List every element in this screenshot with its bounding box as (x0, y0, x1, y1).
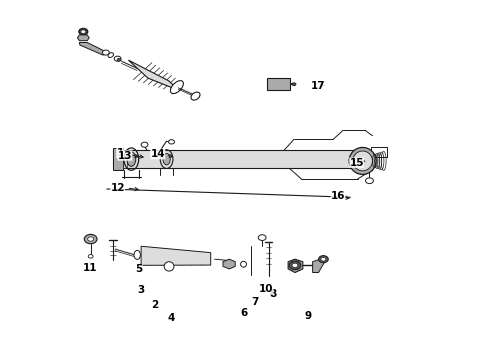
Text: 2: 2 (151, 300, 158, 310)
Text: 16: 16 (331, 191, 345, 201)
Bar (267, 78, 290, 90)
Circle shape (292, 83, 296, 86)
Circle shape (117, 58, 121, 61)
Text: 5: 5 (135, 264, 142, 274)
Polygon shape (288, 259, 303, 273)
Circle shape (88, 237, 94, 241)
Text: 1: 1 (117, 148, 123, 158)
Polygon shape (141, 246, 211, 265)
Text: 9: 9 (304, 311, 311, 321)
Text: 10: 10 (259, 284, 273, 294)
Circle shape (289, 261, 301, 270)
Text: 8: 8 (270, 289, 277, 300)
Text: 3: 3 (138, 285, 145, 295)
Circle shape (258, 235, 266, 240)
Ellipse shape (241, 261, 246, 267)
Text: 12: 12 (110, 183, 125, 193)
Circle shape (366, 178, 373, 184)
Ellipse shape (134, 251, 140, 259)
Circle shape (321, 257, 326, 261)
Circle shape (114, 56, 121, 61)
Ellipse shape (164, 262, 174, 271)
Circle shape (141, 142, 148, 147)
Bar (113, 148, 122, 170)
Text: 17: 17 (311, 81, 326, 91)
Circle shape (81, 30, 86, 33)
Ellipse shape (191, 92, 200, 100)
Text: 4: 4 (168, 312, 175, 323)
Ellipse shape (171, 81, 183, 94)
Circle shape (84, 234, 97, 244)
Ellipse shape (108, 53, 114, 58)
Circle shape (102, 50, 109, 55)
Circle shape (169, 140, 174, 144)
Ellipse shape (127, 152, 136, 166)
Bar (122, 150, 127, 168)
Circle shape (292, 263, 298, 267)
Polygon shape (128, 60, 179, 91)
Polygon shape (313, 258, 326, 273)
Text: 13: 13 (118, 150, 132, 161)
Ellipse shape (353, 151, 372, 171)
Text: 14: 14 (150, 149, 165, 159)
Polygon shape (223, 259, 235, 269)
Polygon shape (77, 35, 89, 41)
Polygon shape (79, 42, 107, 55)
Text: 15: 15 (349, 158, 364, 168)
Ellipse shape (163, 153, 171, 165)
Ellipse shape (349, 148, 376, 174)
Circle shape (79, 28, 88, 35)
Circle shape (318, 256, 328, 263)
Text: 11: 11 (82, 263, 97, 273)
Text: 6: 6 (241, 308, 247, 318)
Ellipse shape (88, 255, 93, 258)
Text: 7: 7 (251, 297, 259, 307)
Bar (113, 150, 368, 168)
